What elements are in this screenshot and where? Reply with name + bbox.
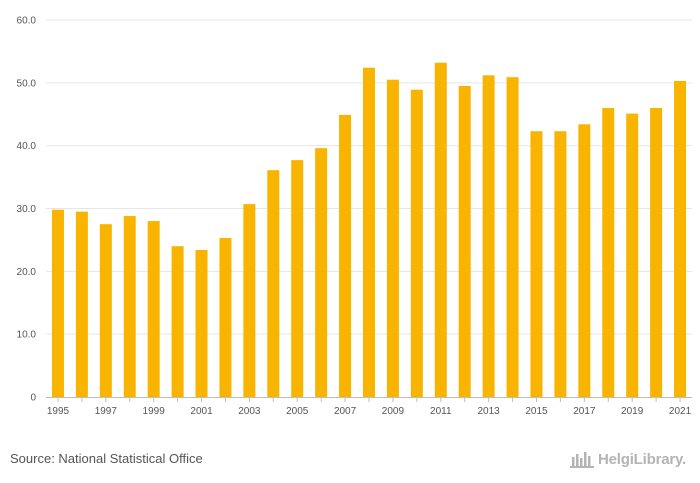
bar-2003: [243, 204, 256, 397]
bar-2009: [386, 79, 399, 398]
bar-1996: [75, 211, 88, 397]
y-tick-label: 10.0: [17, 330, 37, 341]
library-icon: [570, 452, 594, 468]
bar-2010: [410, 89, 423, 398]
bar-2008: [363, 67, 375, 398]
x-tick-label: 1999: [143, 406, 166, 417]
bars: [51, 62, 687, 398]
x-tick-label: 2019: [621, 406, 644, 417]
bar-1998: [123, 216, 136, 397]
x-tick-label: 2021: [669, 406, 692, 417]
bar-2017: [578, 124, 591, 397]
bar-2011: [434, 62, 447, 398]
x-tick-label: 2007: [334, 406, 357, 417]
y-tick-label: 30.0: [17, 204, 37, 215]
x-tick-label: 2005: [286, 406, 309, 417]
bar-2012: [458, 85, 471, 397]
bar-1995: [51, 209, 64, 397]
bar-2000: [171, 246, 184, 397]
bar-2005: [291, 160, 304, 397]
y-tick-label: 20.0: [17, 267, 37, 278]
x-tick-label: 2013: [478, 406, 501, 417]
x-tick-label: 1995: [47, 406, 70, 417]
x-tick-label: 2003: [238, 406, 261, 417]
bar-2007: [339, 114, 352, 398]
y-tick-label: 50.0: [17, 78, 37, 89]
bar-1997: [99, 224, 112, 397]
x-tick-label: 2009: [382, 406, 405, 417]
x-tick-label: 1997: [95, 406, 118, 417]
bar-2014: [506, 77, 519, 397]
y-tick-label: 0: [30, 393, 36, 404]
bar-2015: [530, 131, 543, 397]
x-tick-label: 2011: [430, 406, 452, 417]
bar-2018: [602, 107, 615, 397]
x-axis-labels: 1995 1997 1999 2001 2003 2005 2007 2009 2011 2013…: [47, 406, 692, 417]
bar-2020: [650, 107, 663, 397]
bar-2006: [315, 148, 328, 397]
source-note: Source: National Statistical Office: [10, 451, 203, 466]
bar-2019: [626, 113, 639, 397]
bar-2002: [219, 238, 232, 397]
y-tick-label: 40.0: [17, 141, 37, 152]
y-axis-labels: 0 10.0 20.0 30.0 40.0 50.0 60.0: [17, 16, 37, 404]
bar-2016: [554, 131, 567, 397]
x-tick-label: 2001: [190, 406, 213, 417]
bar-1999: [147, 221, 160, 397]
x-tick-label: 2017: [573, 406, 596, 417]
bar-2004: [267, 170, 280, 397]
x-axis: [46, 397, 692, 402]
brand-name: HelgiLibrary.: [598, 450, 686, 468]
bar-2013: [482, 75, 495, 397]
bar-chart: 0 10.0 20.0 30.0 40.0 50.0 60.0 1995 1997 1999 20…: [17, 16, 692, 417]
y-tick-label: 60.0: [17, 16, 37, 27]
x-tick-label: 2015: [525, 406, 548, 417]
bar-2001: [195, 249, 208, 397]
brand-logo: HelgiLibrary.: [570, 447, 686, 471]
bar-2021: [674, 80, 687, 397]
